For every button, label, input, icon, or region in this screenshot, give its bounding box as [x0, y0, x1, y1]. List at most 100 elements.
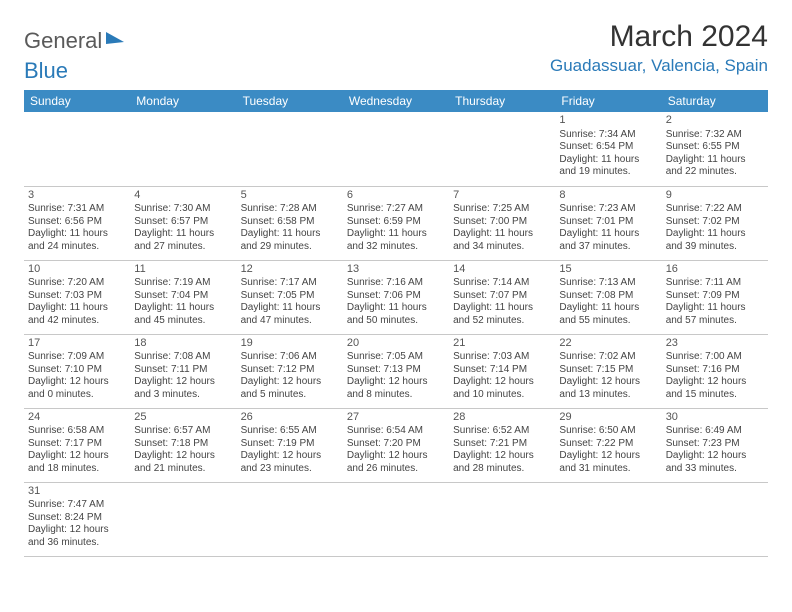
- day-info-line: and 57 minutes.: [666, 315, 764, 328]
- day-info-line: Sunset: 7:15 PM: [559, 364, 657, 377]
- day-info-line: Sunset: 6:58 PM: [241, 216, 339, 229]
- day-info-line: Sunset: 7:07 PM: [453, 290, 551, 303]
- day-info-line: Sunrise: 7:34 AM: [559, 129, 657, 142]
- day-info-line: Sunrise: 7:22 AM: [666, 203, 764, 216]
- calendar-cell: 16Sunrise: 7:11 AMSunset: 7:09 PMDayligh…: [662, 260, 768, 334]
- day-info-line: Daylight: 11 hours: [453, 302, 551, 315]
- day-info-line: Sunrise: 6:50 AM: [559, 425, 657, 438]
- day-number: 4: [134, 189, 232, 203]
- calendar-row: 24Sunrise: 6:58 AMSunset: 7:17 PMDayligh…: [24, 408, 768, 482]
- day-info-line: Sunset: 6:54 PM: [559, 141, 657, 154]
- calendar-cell: 3Sunrise: 7:31 AMSunset: 6:56 PMDaylight…: [24, 186, 130, 260]
- calendar-cell: 19Sunrise: 7:06 AMSunset: 7:12 PMDayligh…: [237, 334, 343, 408]
- calendar-cell: 5Sunrise: 7:28 AMSunset: 6:58 PMDaylight…: [237, 186, 343, 260]
- day-info-line: and 18 minutes.: [28, 463, 126, 476]
- day-info-line: Sunset: 7:06 PM: [347, 290, 445, 303]
- calendar-cell-empty: [662, 482, 768, 556]
- day-info-line: Sunset: 7:04 PM: [134, 290, 232, 303]
- day-info-line: and 52 minutes.: [453, 315, 551, 328]
- day-number: 9: [666, 189, 764, 203]
- day-info-line: and 19 minutes.: [559, 166, 657, 179]
- sail-icon: [106, 32, 124, 44]
- calendar-cell: 13Sunrise: 7:16 AMSunset: 7:06 PMDayligh…: [343, 260, 449, 334]
- calendar-row: 1Sunrise: 7:34 AMSunset: 6:54 PMDaylight…: [24, 112, 768, 186]
- day-info-line: and 42 minutes.: [28, 315, 126, 328]
- day-number: 5: [241, 189, 339, 203]
- day-header: Friday: [555, 90, 661, 112]
- day-info-line: Daylight: 12 hours: [347, 450, 445, 463]
- day-number: 29: [559, 411, 657, 425]
- day-info-line: and 5 minutes.: [241, 389, 339, 402]
- day-info-line: and 13 minutes.: [559, 389, 657, 402]
- day-number: 12: [241, 263, 339, 277]
- calendar-cell: 4Sunrise: 7:30 AMSunset: 6:57 PMDaylight…: [130, 186, 236, 260]
- day-header: Sunday: [24, 90, 130, 112]
- day-info-line: and 23 minutes.: [241, 463, 339, 476]
- day-info-line: Daylight: 11 hours: [241, 302, 339, 315]
- day-info-line: Daylight: 12 hours: [559, 450, 657, 463]
- calendar-cell: 30Sunrise: 6:49 AMSunset: 7:23 PMDayligh…: [662, 408, 768, 482]
- day-info-line: Sunrise: 6:54 AM: [347, 425, 445, 438]
- day-info-line: and 32 minutes.: [347, 241, 445, 254]
- day-info-line: Sunset: 7:08 PM: [559, 290, 657, 303]
- day-info-line: Sunset: 7:14 PM: [453, 364, 551, 377]
- day-info-line: Sunset: 7:23 PM: [666, 438, 764, 451]
- calendar-table: SundayMondayTuesdayWednesdayThursdayFrid…: [24, 90, 768, 557]
- day-info-line: Daylight: 12 hours: [666, 376, 764, 389]
- day-info-line: Daylight: 11 hours: [559, 154, 657, 167]
- day-info-line: and 8 minutes.: [347, 389, 445, 402]
- day-info-line: and 29 minutes.: [241, 241, 339, 254]
- logo-text-1: General: [24, 28, 102, 54]
- day-header: Thursday: [449, 90, 555, 112]
- day-number: 30: [666, 411, 764, 425]
- day-info-line: Sunset: 7:05 PM: [241, 290, 339, 303]
- day-info-line: Daylight: 11 hours: [559, 228, 657, 241]
- calendar-cell-empty: [343, 112, 449, 186]
- day-info-line: and 21 minutes.: [134, 463, 232, 476]
- calendar-cell: 12Sunrise: 7:17 AMSunset: 7:05 PMDayligh…: [237, 260, 343, 334]
- day-number: 13: [347, 263, 445, 277]
- day-info-line: Sunset: 7:02 PM: [666, 216, 764, 229]
- day-info-line: and 33 minutes.: [666, 463, 764, 476]
- day-number: 28: [453, 411, 551, 425]
- day-info-line: Sunrise: 7:30 AM: [134, 203, 232, 216]
- calendar-cell-empty: [343, 482, 449, 556]
- day-info-line: Sunset: 7:12 PM: [241, 364, 339, 377]
- calendar-cell: 31Sunrise: 7:47 AMSunset: 8:24 PMDayligh…: [24, 482, 130, 556]
- calendar-cell: 11Sunrise: 7:19 AMSunset: 7:04 PMDayligh…: [130, 260, 236, 334]
- calendar-cell-empty: [237, 482, 343, 556]
- day-info-line: and 28 minutes.: [453, 463, 551, 476]
- day-info-line: Sunrise: 7:27 AM: [347, 203, 445, 216]
- day-info-line: Sunrise: 7:03 AM: [453, 351, 551, 364]
- day-info-line: Daylight: 12 hours: [28, 524, 126, 537]
- day-info-line: Sunset: 6:59 PM: [347, 216, 445, 229]
- day-number: 17: [28, 337, 126, 351]
- logo-text-2: Blue: [24, 58, 68, 84]
- calendar-cell-empty: [130, 482, 236, 556]
- day-info-line: Sunrise: 7:17 AM: [241, 277, 339, 290]
- day-info-line: Daylight: 11 hours: [453, 228, 551, 241]
- day-info-line: Daylight: 11 hours: [347, 228, 445, 241]
- day-info-line: Sunset: 6:56 PM: [28, 216, 126, 229]
- day-info-line: Daylight: 11 hours: [28, 302, 126, 315]
- day-info-line: Sunset: 7:16 PM: [666, 364, 764, 377]
- day-number: 16: [666, 263, 764, 277]
- day-info-line: Daylight: 12 hours: [134, 376, 232, 389]
- day-info-line: Daylight: 11 hours: [559, 302, 657, 315]
- day-info-line: Sunrise: 6:55 AM: [241, 425, 339, 438]
- day-info-line: Sunrise: 7:13 AM: [559, 277, 657, 290]
- calendar-cell: 28Sunrise: 6:52 AMSunset: 7:21 PMDayligh…: [449, 408, 555, 482]
- day-info-line: Daylight: 11 hours: [134, 228, 232, 241]
- day-number: 24: [28, 411, 126, 425]
- calendar-cell: 25Sunrise: 6:57 AMSunset: 7:18 PMDayligh…: [130, 408, 236, 482]
- day-info-line: and 3 minutes.: [134, 389, 232, 402]
- day-info-line: Sunrise: 7:06 AM: [241, 351, 339, 364]
- calendar-cell: 26Sunrise: 6:55 AMSunset: 7:19 PMDayligh…: [237, 408, 343, 482]
- calendar-row: 31Sunrise: 7:47 AMSunset: 8:24 PMDayligh…: [24, 482, 768, 556]
- day-info-line: and 26 minutes.: [347, 463, 445, 476]
- calendar-cell: 14Sunrise: 7:14 AMSunset: 7:07 PMDayligh…: [449, 260, 555, 334]
- calendar-cell: 2Sunrise: 7:32 AMSunset: 6:55 PMDaylight…: [662, 112, 768, 186]
- day-info-line: Daylight: 11 hours: [666, 228, 764, 241]
- day-info-line: Sunrise: 6:52 AM: [453, 425, 551, 438]
- day-info-line: Sunrise: 7:20 AM: [28, 277, 126, 290]
